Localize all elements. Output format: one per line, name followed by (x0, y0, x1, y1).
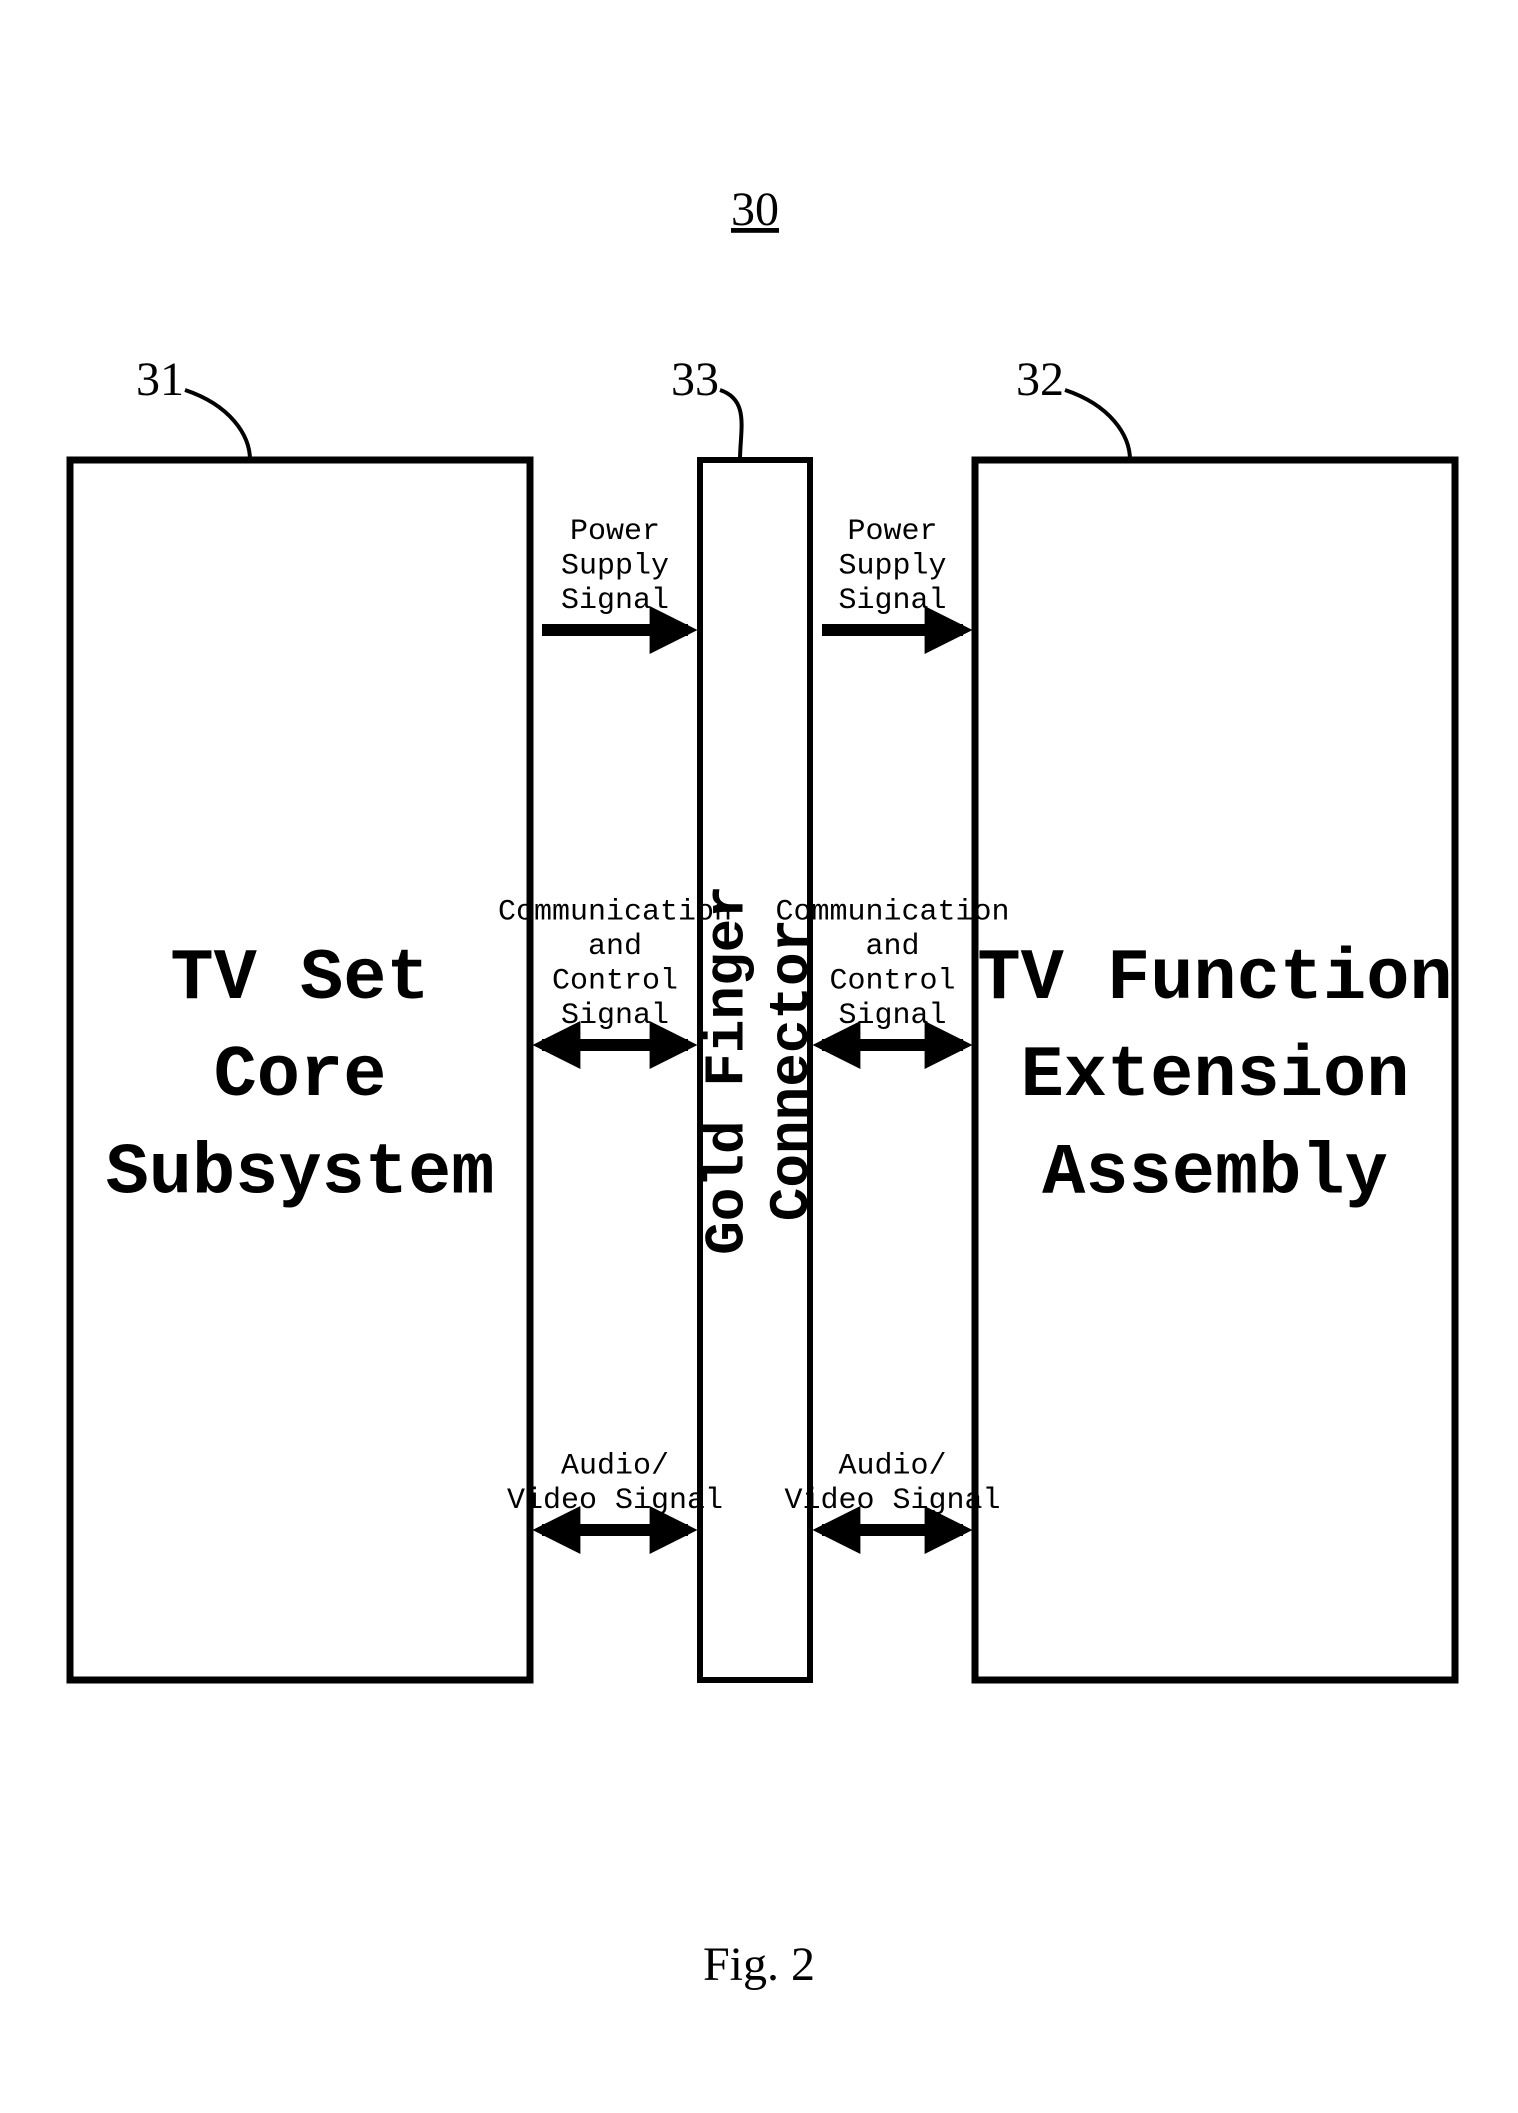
right-block-label: TV Function (977, 938, 1452, 1020)
connector-label: Connector (760, 919, 824, 1221)
signal-label-left-power: Signal (561, 584, 669, 618)
signal-label-right-comm: and (865, 930, 919, 964)
ref-32: 32 (1016, 353, 1064, 406)
signal-label-right-av: Audio/ (838, 1450, 946, 1484)
left-block-label: Core (214, 1035, 387, 1117)
signal-label-left-power: Power (570, 515, 660, 549)
ref-33: 33 (671, 353, 719, 406)
signal-label-right-comm: Signal (838, 999, 946, 1033)
signal-label-left-comm: Control (552, 965, 678, 999)
figure-caption: Fig. 2 (703, 1938, 815, 1991)
connector-label-group: Gold FingerConnector (695, 885, 823, 1255)
leader-32 (1065, 390, 1130, 460)
signal-label-left-comm: and (588, 930, 642, 964)
left-block-label: Subsystem (106, 1132, 495, 1214)
signal-label-right-comm: Control (829, 965, 955, 999)
signal-label-left-av: Audio/ (561, 1450, 669, 1484)
connector-label: Gold Finger (695, 885, 759, 1255)
signal-label-right-power: Signal (838, 584, 946, 618)
signal-label-left-comm: Signal (561, 999, 669, 1033)
system-ref: 30 (731, 183, 779, 236)
signal-label-left-av: Video Signal (507, 1484, 723, 1518)
signal-label-left-comm: Communication (498, 896, 732, 930)
ref-31: 31 (136, 353, 184, 406)
signal-label-left-power: Supply (561, 550, 669, 584)
right-block-label: Extension (1021, 1035, 1410, 1117)
signal-label-right-av: Video Signal (784, 1484, 1000, 1518)
signal-label-right-power: Power (847, 515, 937, 549)
left-block-label: TV Set (170, 938, 429, 1020)
right-block-label: Assembly (1042, 1132, 1388, 1214)
leader-31 (185, 390, 250, 460)
signal-label-right-comm: Communication (775, 896, 1009, 930)
signal-label-right-power: Supply (838, 550, 946, 584)
leader-33 (720, 390, 742, 460)
